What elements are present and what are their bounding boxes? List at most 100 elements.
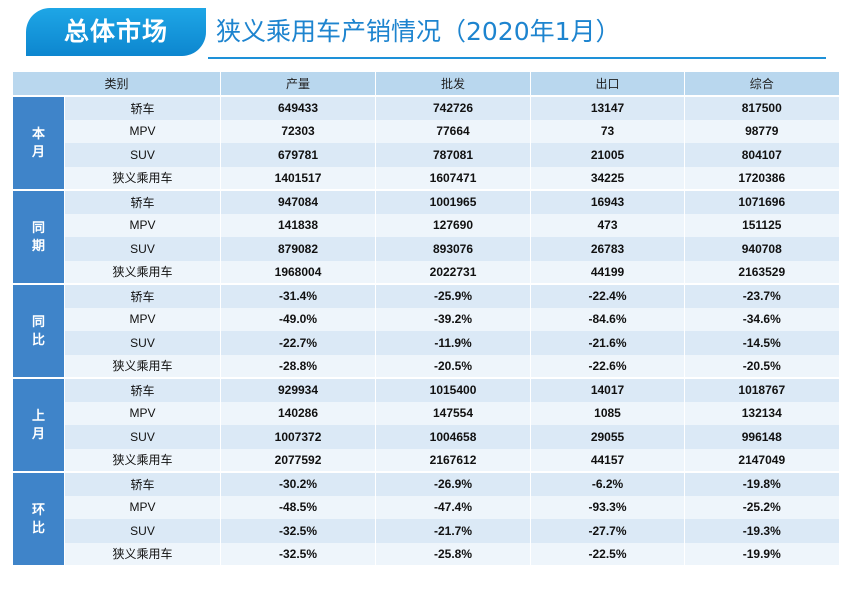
cell-total: -34.6%: [684, 307, 839, 331]
cell-wholesale: -11.9%: [375, 331, 531, 355]
cell-wholesale: 2167612: [375, 448, 531, 473]
table-row: MPV 140286 147554 1085 132134: [13, 401, 839, 425]
cell-export: 73: [530, 119, 685, 143]
cell-production: 947084: [220, 190, 376, 214]
page-header: 总体市场 狭义乘用车产销情况（2020年1月）: [0, 0, 852, 64]
table-row: MPV 72303 77664 73 98779: [13, 119, 839, 143]
cell-category: 狭义乘用车: [63, 542, 221, 567]
cell-category: SUV: [63, 237, 221, 261]
cell-category: SUV: [63, 519, 221, 543]
cell-category: 狭义乘用车: [63, 354, 221, 379]
cell-total: -20.5%: [684, 354, 839, 379]
cell-export: -93.3%: [530, 495, 685, 519]
table-row: SUV 1007372 1004658 29055 996148: [13, 425, 839, 449]
row-group-label: 同 期: [12, 190, 65, 285]
cell-wholesale: 127690: [375, 213, 531, 237]
section-badge: 总体市场: [26, 8, 206, 56]
table-row: 狭义乘用车 1968004 2022731 44199 2163529: [13, 260, 839, 285]
cell-production: -31.4%: [220, 284, 376, 308]
cell-total: 940708: [684, 237, 839, 261]
cell-total: 132134: [684, 401, 839, 425]
column-header-production: 产量: [220, 72, 376, 97]
cell-wholesale: -26.9%: [375, 472, 531, 496]
cell-wholesale: 2022731: [375, 260, 531, 285]
table-row: 本 月轿车 649433 742726 13147 817500: [12, 96, 839, 191]
cell-total: -19.3%: [684, 519, 839, 543]
table-row: 同 比轿车 -31.4% -25.9% -22.4% -23.7%: [12, 284, 839, 379]
cell-wholesale: 1001965: [375, 190, 531, 214]
cell-export: 29055: [530, 425, 685, 449]
cell-total: -19.9%: [684, 542, 839, 567]
cell-wholesale: 742726: [375, 96, 531, 120]
cell-category: 轿车: [63, 284, 221, 308]
table-row: SUV 679781 787081 21005 804107: [13, 143, 839, 167]
cell-wholesale: 787081: [375, 143, 531, 167]
cell-production: -32.5%: [220, 519, 376, 543]
cell-production: -32.5%: [220, 542, 376, 567]
cell-total: 151125: [684, 213, 839, 237]
cell-export: 473: [530, 213, 685, 237]
column-header-wholesale: 批发: [375, 72, 531, 97]
cell-production: 929934: [220, 378, 376, 402]
row-group-label: 环 比: [12, 472, 65, 567]
cell-export: -22.6%: [530, 354, 685, 379]
cell-export: 13147: [530, 96, 685, 120]
cell-export: -27.7%: [530, 519, 685, 543]
table-row: 环 比轿车 -30.2% -26.9% -6.2% -19.8%: [12, 472, 839, 567]
cell-wholesale: 893076: [375, 237, 531, 261]
table-row: MPV -48.5% -47.4% -93.3% -25.2%: [13, 495, 839, 519]
cell-category: SUV: [63, 331, 221, 355]
cell-total: 817500: [684, 96, 839, 120]
cell-production: 879082: [220, 237, 376, 261]
cell-export: 21005: [530, 143, 685, 167]
cell-production: -28.8%: [220, 354, 376, 379]
row-group-label: 上 月: [12, 378, 65, 473]
cell-category: 狭义乘用车: [63, 448, 221, 473]
cell-category: SUV: [63, 425, 221, 449]
table-row: 狭义乘用车 -28.8% -20.5% -22.6% -20.5%: [13, 354, 839, 379]
cell-category: SUV: [63, 143, 221, 167]
cell-category: MPV: [63, 213, 221, 237]
cell-production: 141838: [220, 213, 376, 237]
cell-production: -49.0%: [220, 307, 376, 331]
table-row: MPV 141838 127690 473 151125: [13, 213, 839, 237]
cell-category: 轿车: [63, 96, 221, 120]
cell-export: 1085: [530, 401, 685, 425]
table-body: 本 月轿车 649433 742726 13147 817500 MPV 72303 7766…: [12, 96, 839, 567]
sales-table: 类别 产量 批发 出口 综合 本 月轿车 649433 742726 13147 817…: [11, 72, 839, 567]
cell-total: 1071696: [684, 190, 839, 214]
cell-total: 1018767: [684, 378, 839, 402]
cell-category: 狭义乘用车: [63, 260, 221, 285]
table-row: 同 期轿车 947084 1001965 16943 1071696: [12, 190, 839, 285]
cell-production: 140286: [220, 401, 376, 425]
cell-total: -14.5%: [684, 331, 839, 355]
cell-wholesale: -25.9%: [375, 284, 531, 308]
cell-export: 14017: [530, 378, 685, 402]
table-row: 上 月轿车 929934 1015400 14017 1018767: [12, 378, 839, 473]
cell-export: 34225: [530, 166, 685, 191]
cell-export: -84.6%: [530, 307, 685, 331]
cell-production: -22.7%: [220, 331, 376, 355]
cell-total: -19.8%: [684, 472, 839, 496]
page-title: 狭义乘用车产销情况（2020年1月）: [216, 17, 621, 46]
table-row: SUV -22.7% -11.9% -21.6% -14.5%: [13, 331, 839, 355]
table-row: SUV 879082 893076 26783 940708: [13, 237, 839, 261]
cell-total: -23.7%: [684, 284, 839, 308]
cell-wholesale: -21.7%: [375, 519, 531, 543]
cell-category: MPV: [63, 401, 221, 425]
cell-export: -6.2%: [530, 472, 685, 496]
cell-export: -22.5%: [530, 542, 685, 567]
sales-table-container: 类别 产量 批发 出口 综合 本 月轿车 649433 742726 13147 817…: [11, 72, 839, 567]
cell-total: 98779: [684, 119, 839, 143]
cell-category: 轿车: [63, 472, 221, 496]
cell-production: 649433: [220, 96, 376, 120]
cell-production: 1968004: [220, 260, 376, 285]
cell-production: 2077592: [220, 448, 376, 473]
cell-export: 44157: [530, 448, 685, 473]
cell-total: 996148: [684, 425, 839, 449]
column-header-total: 综合: [684, 72, 839, 97]
column-header-category: 类别: [11, 72, 221, 97]
cell-production: 1007372: [220, 425, 376, 449]
cell-production: 72303: [220, 119, 376, 143]
cell-export: -22.4%: [530, 284, 685, 308]
